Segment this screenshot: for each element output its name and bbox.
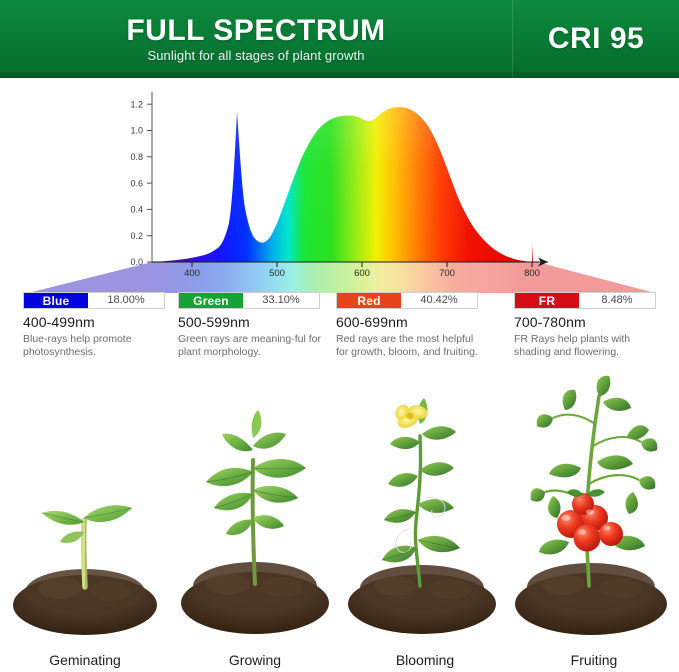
page-subtitle: Sunlight for all stages of plant growth <box>147 48 365 63</box>
y-tick-2: 0.4 <box>130 205 143 215</box>
band-card-green: Green 33.10% 500-599nm Green rays are me… <box>178 292 336 359</box>
band-card-blue: Blue 18.00% 400-499nm Blue-rays help pro… <box>23 292 181 359</box>
y-tick-0: 0.0 <box>130 257 143 267</box>
band-card-red: Red 40.42% 600-699nm Red rays are the mo… <box>336 292 494 359</box>
y-tick-6: 1.2 <box>130 99 143 109</box>
spectrum-chart: 0.0 0.2 0.4 0.6 0.8 1.0 1.2 400 500 <box>0 78 679 293</box>
band-name-red: Red <box>337 293 401 308</box>
band-name-fr: FR <box>515 293 579 308</box>
x-axis-arrow-icon <box>538 257 548 267</box>
band-percent-fr: 8.48% <box>601 294 633 306</box>
header-banner: FULL SPECTRUM Sunlight for all stages of… <box>0 0 679 78</box>
y-tick-5: 1.0 <box>130 126 143 136</box>
band-card-fr: FR 8.48% 700-780nm FR Rays help plants w… <box>514 292 672 359</box>
spectrum-curve-highlight <box>152 107 533 262</box>
x-tick-600: 600 <box>354 268 370 279</box>
growth-stage-row: Geminating <box>0 372 679 672</box>
y-tick-3: 0.6 <box>130 178 143 188</box>
band-range-green: 500-599nm <box>178 314 250 330</box>
band-range-red: 600-699nm <box>336 314 408 330</box>
stage-label-growing: Growing <box>228 652 282 668</box>
y-axis: 0.0 0.2 0.4 0.6 0.8 1.0 1.2 <box>130 92 153 267</box>
band-description-green: Green rays are meaning-ful for plant mor… <box>178 333 321 358</box>
stage-label-fruiting: Fruiting <box>570 652 618 668</box>
y-tick-4: 0.8 <box>130 152 143 162</box>
stage-label-blooming: Blooming <box>395 652 455 668</box>
cri-badge: CRI 95 <box>547 22 645 55</box>
y-tick-1: 0.2 <box>130 231 143 241</box>
band-badge-fr: FR 8.48% <box>514 292 656 309</box>
band-badge-blue: Blue 18.00% <box>23 292 165 309</box>
band-description-fr: FR Rays help plants with shading and flo… <box>514 333 631 358</box>
young-plant-icon <box>181 410 329 634</box>
band-name-green: Green <box>179 293 243 308</box>
spectrum-band-trapezoid <box>28 262 655 293</box>
x-tick-400: 400 <box>184 268 200 279</box>
band-percent-red: 40.42% <box>420 294 458 306</box>
flowering-plant-icon <box>348 398 496 634</box>
page-title: FULL SPECTRUM <box>126 14 386 47</box>
band-description-red: Red rays are the most helpful for growth… <box>336 333 478 358</box>
spectrum-chart-svg: 0.0 0.2 0.4 0.6 0.8 1.0 1.2 400 500 <box>28 92 655 293</box>
seedling-plant-icon <box>13 505 157 635</box>
stage-label-geminating: Geminating <box>49 652 121 668</box>
band-badge-green: Green 33.10% <box>178 292 320 309</box>
growth-stage-geminating: Geminating <box>0 372 170 672</box>
band-range-blue: 400-499nm <box>23 314 95 330</box>
band-percent-green: 33.10% <box>262 294 300 306</box>
growth-stage-fruiting: Fruiting <box>509 372 679 672</box>
x-axis: 400 500 600 700 800 <box>152 257 548 279</box>
band-description-blue: Blue-rays help promote photosynthesis. <box>23 333 132 358</box>
band-badge-red: Red 40.42% <box>336 292 478 309</box>
growth-stage-blooming: Blooming <box>340 372 510 672</box>
growth-stage-growing: Growing <box>170 372 340 672</box>
header-divider <box>512 0 513 78</box>
spectrum-band-legend: Blue 18.00% 400-499nm Blue-rays help pro… <box>0 292 679 367</box>
x-tick-800: 800 <box>524 268 540 279</box>
x-tick-700: 700 <box>439 268 455 279</box>
band-name-blue: Blue <box>24 293 88 308</box>
band-percent-blue: 18.00% <box>107 294 145 306</box>
band-range-fr: 700-780nm <box>514 314 586 330</box>
fruiting-tomato-plant-icon <box>515 375 667 635</box>
tomato-cluster-icon <box>557 493 623 552</box>
header-right-section: CRI 95 <box>513 0 679 78</box>
header-left-section: FULL SPECTRUM Sunlight for all stages of… <box>0 0 512 78</box>
x-tick-500: 500 <box>269 268 285 279</box>
yellow-flower-icon <box>395 404 428 428</box>
